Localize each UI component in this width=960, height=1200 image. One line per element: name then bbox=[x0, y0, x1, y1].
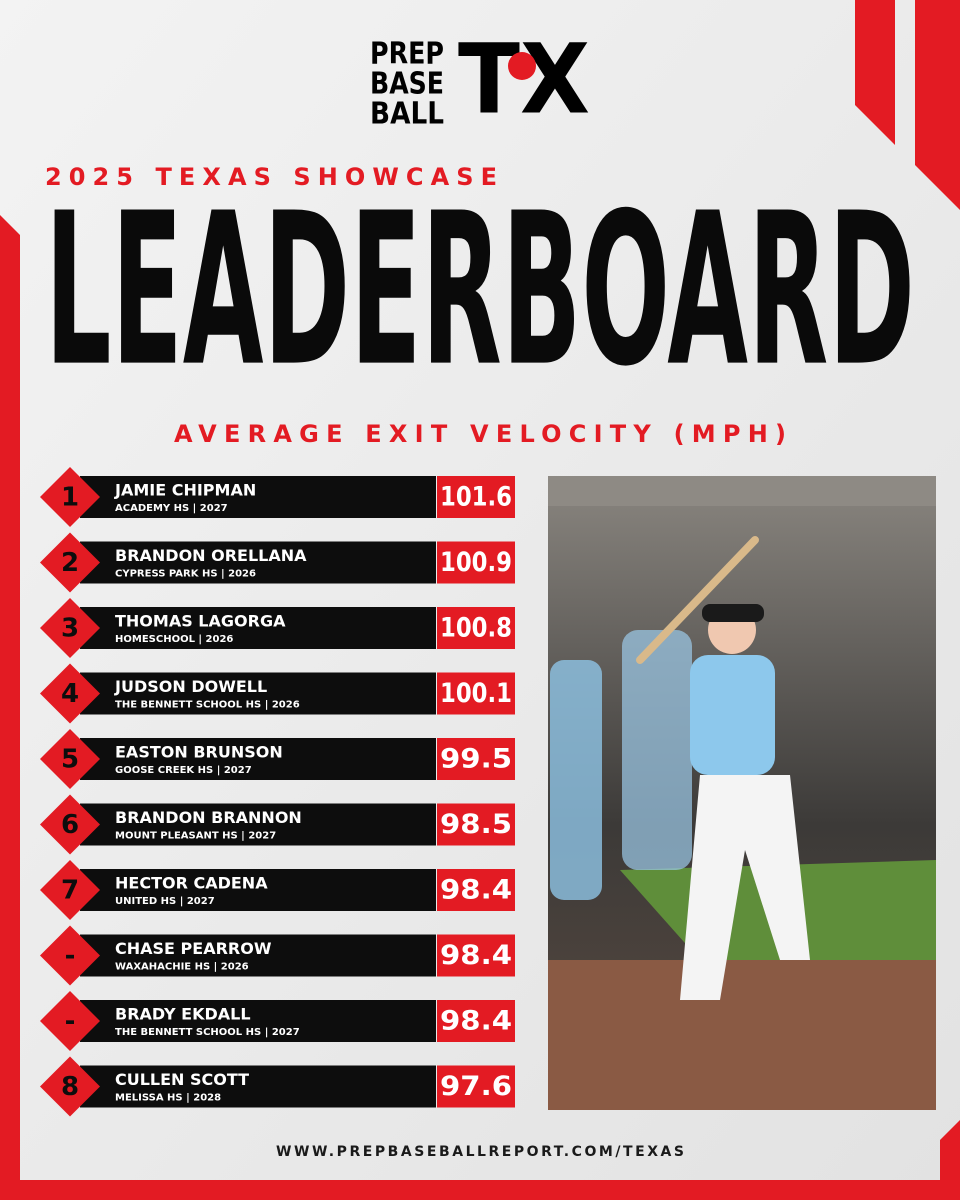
player-name: HECTOR CADENA bbox=[115, 874, 268, 893]
value-box bbox=[437, 1000, 515, 1042]
logo-line: BASE bbox=[370, 67, 444, 102]
logo-line: PREP bbox=[370, 37, 444, 72]
player-school: UNITED HS | 2027 bbox=[115, 896, 215, 907]
rank: 1 bbox=[61, 483, 79, 513]
row-bar bbox=[80, 607, 436, 649]
player-school: WAXAHACHIE HS | 2026 bbox=[115, 962, 249, 973]
player-name: JAMIE CHIPMAN bbox=[114, 481, 256, 500]
value-box bbox=[437, 672, 515, 715]
player-name: EASTON BRUNSON bbox=[115, 743, 283, 762]
photo bbox=[548, 476, 936, 1110]
logo: PREP BASE BALL TX bbox=[370, 23, 590, 135]
player-school: THE BENNETT SCHOOL HS | 2026 bbox=[115, 700, 300, 711]
value-box bbox=[437, 476, 515, 518]
player-name: BRANDON ORELLANA bbox=[115, 546, 307, 565]
rank: 6 bbox=[61, 810, 79, 840]
rank-badge bbox=[40, 598, 100, 658]
metric: AVERAGE EXIT VELOCITY (MPH) bbox=[174, 420, 786, 448]
value: 98.5 bbox=[440, 809, 512, 840]
photo-player bbox=[622, 630, 692, 870]
rank-badge bbox=[40, 860, 100, 920]
value: 101.6 bbox=[440, 482, 512, 513]
rank-badge bbox=[40, 663, 100, 724]
player-school: CYPRESS PARK HS | 2026 bbox=[115, 569, 256, 580]
value-box bbox=[437, 607, 515, 649]
player-name: CHASE PEARROW bbox=[115, 939, 272, 958]
value-box bbox=[437, 869, 515, 911]
rank: - bbox=[65, 1007, 76, 1037]
rank-badge bbox=[40, 794, 100, 855]
value: 100.8 bbox=[440, 613, 512, 644]
rank: 4 bbox=[61, 679, 79, 709]
rank-badge bbox=[40, 467, 100, 527]
photo-batter-jersey bbox=[690, 655, 775, 775]
photo-player bbox=[550, 660, 602, 900]
rank: 5 bbox=[61, 745, 79, 775]
frame-accent bbox=[855, 0, 895, 145]
rank-badge bbox=[40, 532, 100, 593]
rank: 8 bbox=[61, 1072, 79, 1102]
rank: 2 bbox=[61, 548, 79, 578]
value: 99.5 bbox=[440, 744, 512, 775]
url: WWW.PREPBASEBALLREPORT.COM/TEXAS bbox=[276, 1144, 684, 1160]
value-box bbox=[437, 1065, 515, 1108]
row-bar bbox=[80, 738, 436, 780]
rank-badge bbox=[40, 729, 100, 789]
value-box bbox=[437, 541, 515, 584]
value: 100.1 bbox=[440, 678, 512, 709]
rank: 3 bbox=[61, 614, 79, 644]
row-bar bbox=[80, 934, 436, 977]
value-box bbox=[437, 803, 515, 846]
rank-badge bbox=[40, 1056, 100, 1117]
value: 97.6 bbox=[440, 1071, 512, 1102]
photo-stands bbox=[548, 476, 936, 506]
value: 98.4 bbox=[440, 1006, 512, 1037]
player-school: MOUNT PLEASANT HS | 2027 bbox=[115, 831, 276, 842]
player-school: GOOSE CREEK HS | 2027 bbox=[115, 765, 252, 776]
value-box bbox=[437, 738, 515, 780]
rank-badge bbox=[40, 925, 100, 986]
value-box bbox=[437, 934, 515, 977]
value: 98.4 bbox=[440, 940, 512, 971]
row-bar bbox=[80, 803, 436, 846]
player-school: MELISSA HS | 2028 bbox=[115, 1093, 221, 1104]
player-school: THE BENNETT SCHOOL HS | 2027 bbox=[115, 1027, 300, 1038]
player-school: ACADEMY HS | 2027 bbox=[115, 503, 228, 514]
rank: 7 bbox=[61, 876, 79, 906]
value: 98.4 bbox=[440, 875, 512, 906]
player-name: CULLEN SCOTT bbox=[115, 1070, 249, 1089]
value: 100.9 bbox=[440, 547, 512, 578]
player-name: BRANDON BRANNON bbox=[115, 808, 302, 827]
rank-badge bbox=[40, 991, 100, 1051]
row-bar bbox=[80, 672, 436, 715]
leaderboard: 1 JAMIE CHIPMAN ACADEMY HS | 2027 101.6 2 BRA… bbox=[40, 467, 515, 1117]
row-bar bbox=[80, 1065, 436, 1108]
row-bar bbox=[80, 476, 436, 518]
row-bar bbox=[80, 541, 436, 584]
player-school: HOMESCHOOL | 2026 bbox=[115, 634, 233, 645]
logo-line: BALL bbox=[370, 97, 444, 132]
row-bar bbox=[80, 869, 436, 911]
photo-dirt bbox=[548, 960, 936, 1110]
rank: - bbox=[65, 941, 76, 971]
row-bar bbox=[80, 1000, 436, 1042]
frame-accent bbox=[915, 0, 960, 210]
player-name: THOMAS LAGORGA bbox=[115, 612, 286, 631]
player-name: JUDSON DOWELL bbox=[114, 677, 267, 696]
logo-ball bbox=[508, 52, 536, 80]
title: LEADERBOARD bbox=[45, 168, 915, 413]
photo-batter-helmet bbox=[702, 604, 764, 622]
photo-bat bbox=[636, 536, 759, 664]
photo-batter-legs bbox=[680, 775, 810, 1000]
player-name: BRADY EKDALL bbox=[115, 1005, 251, 1024]
